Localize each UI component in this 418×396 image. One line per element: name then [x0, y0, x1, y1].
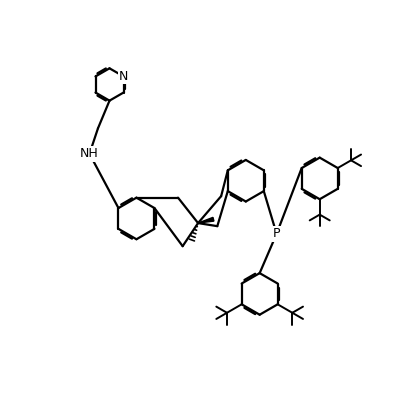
Text: N: N	[119, 70, 128, 83]
Text: NH: NH	[80, 147, 99, 160]
Polygon shape	[198, 217, 214, 223]
Text: P: P	[273, 227, 280, 240]
Text: NH: NH	[80, 147, 99, 160]
Text: N: N	[119, 70, 128, 83]
Text: P: P	[273, 227, 280, 240]
